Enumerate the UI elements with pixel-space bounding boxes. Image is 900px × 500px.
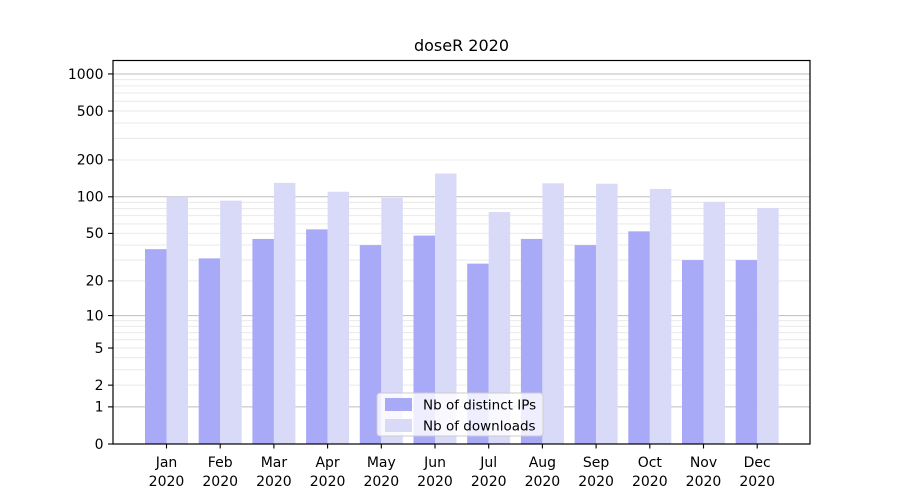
bar-downloads-jan: [166, 196, 188, 444]
plot-border: [112, 59, 811, 445]
bar-downloads-sep: [596, 183, 618, 444]
legend-swatch-distinct-ips: [385, 398, 412, 411]
legend-label-downloads: Nb of downloads: [423, 419, 536, 435]
y-tick-label: 1: [95, 400, 104, 416]
y-tick-label: 10: [86, 308, 104, 324]
bar-distinct-ips-jun: [413, 235, 435, 444]
bar-downloads-dec: [757, 207, 779, 444]
bar-distinct-ips-oct: [628, 231, 650, 444]
x-tick-label-may: May 2020: [363, 455, 399, 490]
x-tick-label-oct: Oct 2020: [632, 455, 668, 490]
bar-distinct-ips-nov: [682, 260, 704, 444]
x-tick-label-mar: Mar 2020: [256, 455, 292, 490]
y-tick-label: 500: [77, 104, 104, 120]
x-tick-label-apr: Apr 2020: [310, 455, 346, 490]
x-tick-label-nov: Nov 2020: [686, 455, 722, 490]
bar-distinct-ips-apr: [306, 229, 328, 444]
legend-box: [376, 392, 544, 437]
bar-distinct-ips-sep: [574, 245, 597, 444]
bar-downloads-may: [381, 197, 403, 444]
y-tick-label: 0: [95, 437, 104, 453]
bar-downloads-aug: [542, 183, 564, 445]
bar-downloads-oct: [649, 188, 672, 444]
y-tick-label: 1000: [68, 67, 104, 83]
legend-label-distinct-ips: Nb of distinct IPs: [423, 398, 536, 414]
chart-title: doseR 2020: [414, 36, 509, 55]
bar-distinct-ips-feb: [198, 258, 221, 444]
y-tick-label: 100: [77, 190, 104, 206]
x-tick-label-dec: Dec 2020: [739, 455, 775, 490]
bar-downloads-mar: [273, 182, 296, 444]
bar-downloads-nov: [703, 201, 725, 444]
y-tick-label: 2: [95, 378, 104, 394]
bar-downloads-feb: [220, 200, 242, 444]
bar-distinct-ips-may: [359, 245, 382, 444]
x-tick-label-jul: Jul 2020: [471, 455, 507, 490]
x-tick-label-feb: Feb 2020: [202, 455, 238, 490]
y-tick-label: 5: [95, 341, 104, 357]
y-tick-label: 50: [86, 226, 104, 242]
bar-downloads-apr: [327, 191, 350, 444]
bar-downloads-jul: [488, 212, 511, 444]
y-tick-label: 200: [77, 153, 104, 169]
bar-downloads-jun: [435, 173, 457, 444]
bar-distinct-ips-mar: [252, 238, 274, 444]
y-tick-label: 20: [86, 274, 104, 290]
x-tick-label-aug: Aug 2020: [525, 455, 561, 490]
x-tick-label-jan: Jan 2020: [149, 455, 185, 490]
bar-distinct-ips-jan: [145, 249, 167, 444]
bar-distinct-ips-dec: [735, 260, 758, 444]
legend-swatch-downloads: [385, 419, 412, 432]
x-tick-label-jun: Jun 2020: [417, 455, 453, 490]
x-tick-label-sep: Sep 2020: [578, 455, 614, 490]
